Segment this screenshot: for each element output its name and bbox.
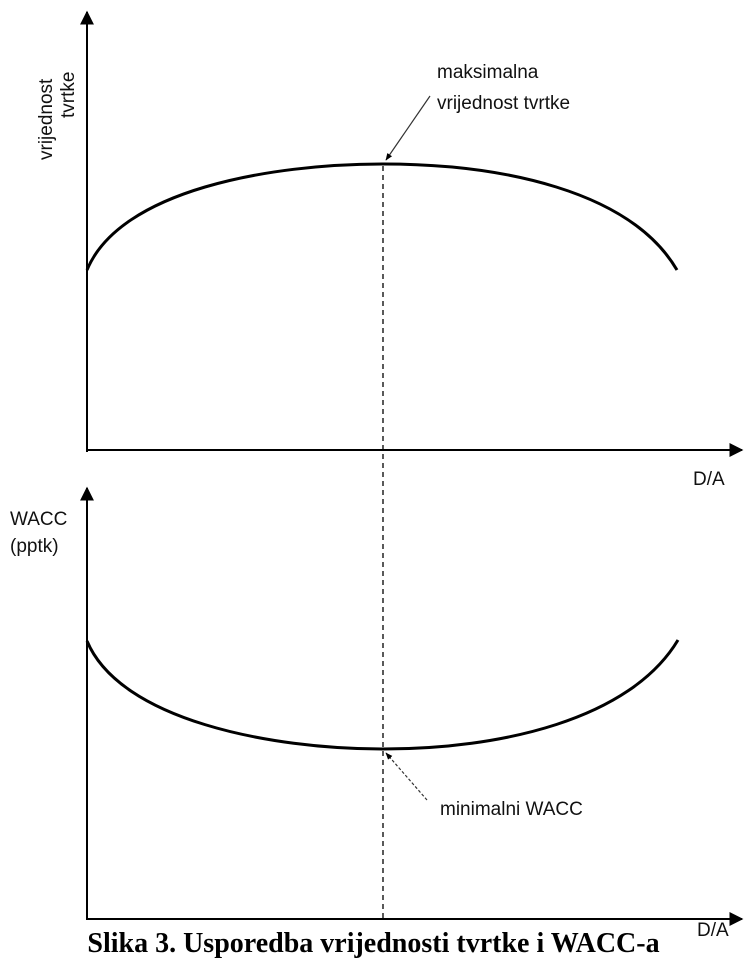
bottom-y-label-line2: (pptk) [10,536,59,557]
bottom-x-label: D/A [697,920,729,941]
figure-caption: Slika 3. Usporedba vrijednosti tvrtke i … [87,928,660,958]
top-y-label-line2: tvrtke [58,72,79,118]
min-wacc-annotation: minimalni WACC [440,799,583,820]
top-chart: vrijednost tvrtke D/A maksimalna vrijedn… [36,10,744,490]
top-x-label: D/A [693,469,725,490]
firm-value-curve [85,162,679,271]
max-value-annotation-line1: maksimalna [437,62,539,83]
max-value-pointer [385,95,431,161]
bottom-chart: WACC (pptk) D/A minimalni WACC [10,486,744,941]
bottom-y-label-line1: WACC [10,509,67,530]
min-wacc-pointer [385,752,428,801]
wacc-curve [85,639,680,751]
top-y-label-line1: vrijednost [36,78,57,160]
max-value-annotation-line2: vrijednost tvrtke [437,93,570,114]
